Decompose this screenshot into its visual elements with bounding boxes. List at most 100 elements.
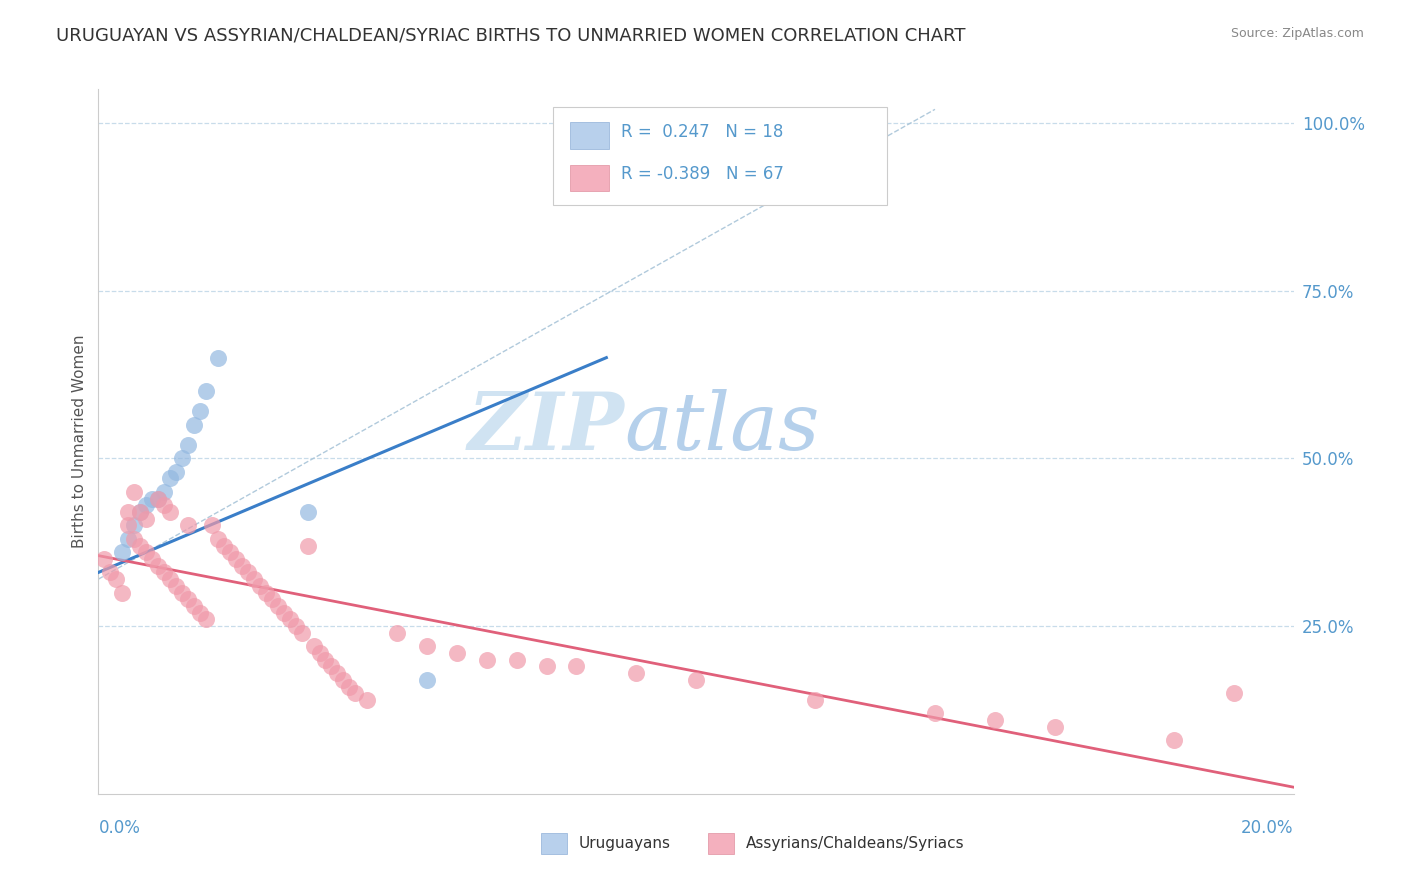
Point (93, 552, 115, 566)
Point (565, 659, 588, 673)
Point (177, 438, 200, 452)
Point (124, 532, 146, 546)
Point (177, 592, 200, 607)
Point (243, 572, 266, 586)
Point (326, 666, 349, 681)
Bar (571, 165, 609, 192)
Point (260, 592, 283, 607)
Point (626, 666, 648, 681)
Point (297, 505, 319, 519)
Text: ZIP: ZIP (467, 389, 624, 467)
Point (297, 539, 319, 553)
Point (1043, 720, 1066, 734)
Point (284, 619, 307, 633)
Text: Assyrians/Chaldeans/Syriacs: Assyrians/Chaldeans/Syriacs (747, 837, 965, 851)
Point (236, 566, 259, 580)
Point (172, 585, 194, 599)
Point (177, 518, 200, 533)
Text: atlas: atlas (624, 389, 820, 467)
Point (321, 659, 343, 673)
Point (129, 539, 152, 553)
Point (446, 646, 468, 660)
Point (315, 653, 337, 667)
Point (924, 706, 946, 721)
Text: R = -0.389   N = 67: R = -0.389 N = 67 (620, 165, 783, 183)
Point (249, 579, 271, 593)
Point (111, 585, 134, 599)
Point (188, 404, 211, 418)
Point (141, 491, 163, 506)
Point (153, 566, 176, 580)
Point (416, 639, 439, 653)
Point (291, 625, 314, 640)
Point (153, 484, 176, 499)
Point (135, 498, 157, 512)
Bar (541, 832, 567, 854)
Point (195, 612, 218, 626)
Point (207, 532, 229, 546)
Point (302, 639, 325, 653)
Y-axis label: Births to Unmarried Women: Births to Unmarried Women (72, 334, 87, 549)
Point (332, 673, 354, 687)
Point (475, 653, 498, 667)
Point (201, 518, 224, 533)
Point (183, 599, 205, 613)
Point (124, 518, 146, 533)
Point (117, 518, 139, 533)
Point (273, 606, 295, 620)
Point (141, 552, 163, 566)
Bar (709, 832, 734, 854)
Point (984, 713, 1007, 727)
Point (219, 545, 242, 559)
Point (135, 545, 157, 559)
Point (804, 693, 827, 707)
Point (536, 659, 558, 673)
Point (1163, 733, 1185, 747)
Point (267, 599, 290, 613)
Point (117, 505, 139, 519)
Point (159, 471, 181, 485)
Point (278, 612, 301, 626)
Point (344, 686, 367, 700)
Point (165, 465, 187, 479)
Point (685, 673, 707, 687)
Point (159, 505, 181, 519)
Point (1223, 686, 1246, 700)
Point (385, 625, 409, 640)
Point (356, 693, 378, 707)
Point (225, 552, 247, 566)
Point (148, 558, 170, 573)
Point (254, 585, 277, 599)
Point (153, 498, 176, 512)
Point (339, 680, 361, 694)
Point (195, 384, 218, 399)
Point (207, 351, 229, 365)
Point (165, 579, 187, 593)
Point (148, 491, 170, 506)
Text: URUGUAYAN VS ASSYRIAN/CHALDEAN/SYRIAC BIRTHS TO UNMARRIED WOMEN CORRELATION CHAR: URUGUAYAN VS ASSYRIAN/CHALDEAN/SYRIAC BI… (56, 27, 966, 45)
Text: Uruguayans: Uruguayans (579, 837, 671, 851)
Text: 0.0%: 0.0% (98, 819, 141, 837)
FancyBboxPatch shape (553, 107, 887, 205)
Point (188, 606, 211, 620)
Point (506, 653, 529, 667)
Point (308, 646, 330, 660)
Text: Source: ZipAtlas.com: Source: ZipAtlas.com (1230, 27, 1364, 40)
Text: R =  0.247   N = 18: R = 0.247 N = 18 (620, 123, 783, 141)
Point (416, 673, 439, 687)
Bar (571, 122, 609, 149)
Point (172, 451, 194, 466)
Point (98, 566, 122, 580)
Point (212, 539, 235, 553)
Point (117, 532, 139, 546)
Point (129, 505, 152, 519)
Point (129, 505, 152, 519)
Point (148, 491, 170, 506)
Point (124, 484, 146, 499)
Point (159, 572, 181, 586)
Point (231, 558, 253, 573)
Point (135, 512, 157, 526)
Point (105, 572, 128, 586)
Point (183, 417, 205, 432)
Point (111, 545, 134, 559)
